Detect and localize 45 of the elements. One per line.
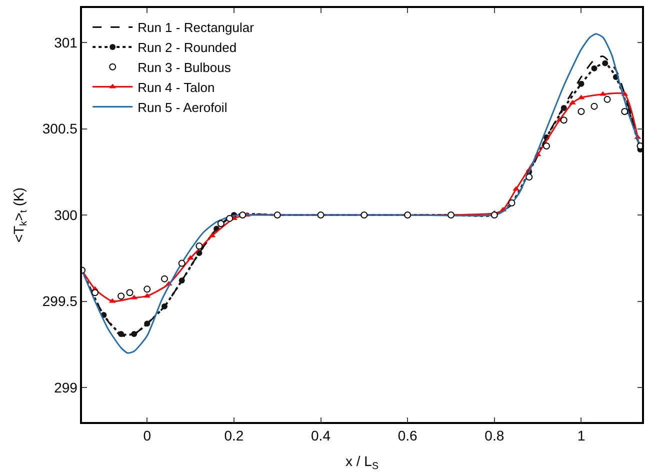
- point: [178, 260, 186, 267]
- point: [226, 214, 234, 222]
- point: [144, 286, 151, 293]
- point: [590, 102, 598, 110]
- point: [131, 331, 138, 338]
- point: [560, 105, 567, 112]
- legend-label: Run 1 - Rectangular: [138, 20, 255, 36]
- point: [144, 320, 150, 327]
- x-tick-label: 0.4: [311, 428, 331, 444]
- point: [92, 289, 99, 296]
- x-tick-label: 0.2: [224, 428, 244, 444]
- point: [178, 278, 185, 284]
- point: [126, 289, 134, 296]
- point: [196, 242, 203, 250]
- x-axis-title: x / L$_{S}$: [345, 453, 379, 472]
- point: [161, 303, 168, 310]
- point: [604, 96, 611, 103]
- y-tick-label: 300.5: [42, 120, 78, 137]
- y-tick-label: 300: [54, 206, 78, 223]
- x-tick-label: 0.6: [398, 428, 418, 444]
- y-tick-label: 299.5: [42, 293, 78, 310]
- point: [621, 108, 628, 115]
- point: [578, 80, 584, 87]
- x-tick-label: 0.8: [484, 428, 504, 444]
- y-tick-label: 299: [54, 379, 78, 396]
- point: [602, 60, 608, 66]
- point: [187, 255, 194, 260]
- point: [543, 142, 550, 150]
- y-tick-label: 301: [54, 34, 78, 50]
- point: [560, 116, 568, 124]
- point: [217, 220, 224, 228]
- legend-label: Run 3 - Bulbous: [138, 60, 232, 75]
- x-tick-label: 1: [577, 428, 586, 444]
- point: [591, 65, 598, 72]
- point: [239, 212, 246, 218]
- legend-label: Run 2 - Rounded: [138, 40, 237, 56]
- point: [160, 275, 168, 282]
- point: [526, 174, 533, 181]
- legend-label: Run 4 - Talon: [138, 80, 215, 95]
- point: [118, 292, 125, 300]
- point: [578, 108, 585, 115]
- point: [569, 100, 576, 104]
- point: [118, 331, 124, 338]
- legend-label: Run 5 - Aerofoil: [138, 100, 228, 115]
- x-tick-label: 0: [143, 428, 152, 444]
